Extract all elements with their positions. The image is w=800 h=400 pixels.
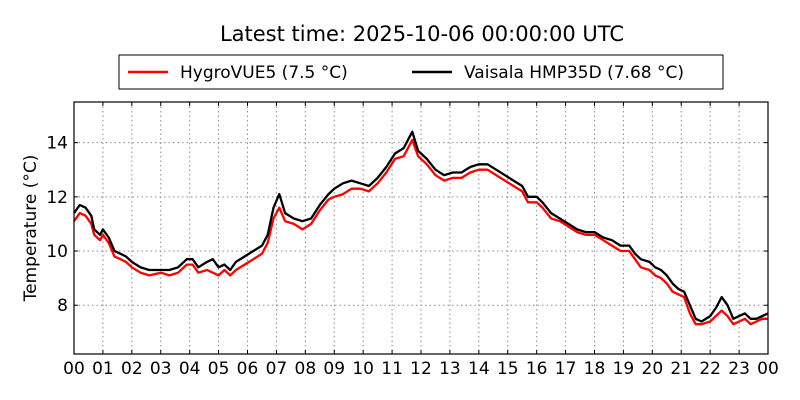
- series-lines: [73, 130, 769, 326]
- legend-label-hygrovue5: HygroVUE5 (7.5 °C): [180, 63, 348, 83]
- series-line-hygrovue5: [73, 138, 768, 326]
- x-tick-label: 18: [584, 359, 606, 379]
- y-tick-label: 10: [46, 242, 68, 262]
- x-tick-label: 03: [150, 359, 172, 379]
- y-axis: 8 10 12 14: [46, 134, 768, 316]
- x-axis: 00 01 02 03 04 05 06 07 08 09 10 11 12 13 14 15 16 17 18 19…: [63, 102, 779, 379]
- x-tick-label: 00: [757, 359, 779, 379]
- x-tick-label: 02: [121, 359, 143, 379]
- chart-title: Latest time: 2025-10-06 00:00:00 UTC: [220, 22, 624, 46]
- y-axis-label: Temperature (°C): [21, 155, 41, 303]
- x-tick-label: 07: [266, 359, 288, 379]
- y-tick-label: 8: [57, 296, 68, 316]
- x-tick-label: 06: [237, 359, 259, 379]
- x-tick-label: 00: [63, 359, 85, 379]
- x-tick-label: 09: [323, 359, 345, 379]
- x-tick-label: 01: [92, 359, 114, 379]
- x-tick-label: 15: [497, 359, 519, 379]
- x-tick-label: 10: [352, 359, 374, 379]
- x-tick-label: 08: [295, 359, 317, 379]
- x-tick-label: 22: [699, 359, 721, 379]
- legend: HygroVUE5 (7.5 °C) Vaisala HMP35D (7.68 …: [118, 54, 724, 90]
- x-tick-label: 23: [728, 359, 750, 379]
- legend-label-vaisala: Vaisala HMP35D (7.68 °C): [464, 63, 684, 83]
- x-tick-label: 12: [410, 359, 432, 379]
- x-tick-label: 19: [613, 359, 635, 379]
- y-tick-label: 14: [46, 134, 68, 154]
- x-tick-label: 04: [179, 359, 201, 379]
- grid: [74, 102, 768, 354]
- series-line-vaisala: [73, 130, 769, 323]
- x-tick-label: 16: [526, 359, 548, 379]
- x-tick-label: 14: [468, 359, 490, 379]
- x-tick-label: 21: [670, 359, 692, 379]
- x-tick-label: 20: [642, 359, 664, 379]
- x-tick-label: 17: [555, 359, 577, 379]
- x-tick-label: 13: [439, 359, 461, 379]
- x-tick-label: 05: [208, 359, 230, 379]
- x-tick-label: 11: [381, 359, 403, 379]
- y-tick-label: 12: [46, 188, 68, 208]
